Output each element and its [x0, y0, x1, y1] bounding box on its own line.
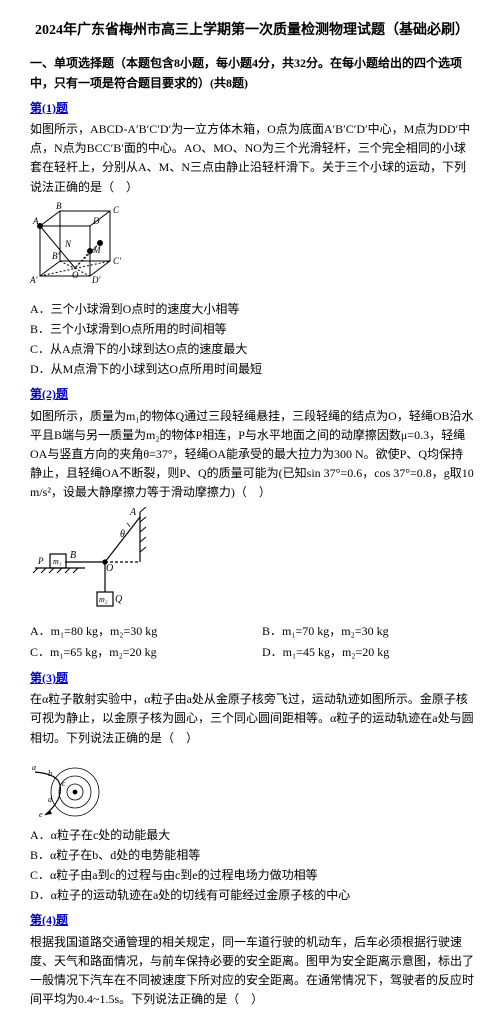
q3-options: A．α粒子在c处的动能最大 B．α粒子在b、d处的电势能相等 C．α粒子由a到c… [30, 826, 474, 906]
svg-text:C': C' [113, 256, 122, 266]
svg-text:m₁: m₁ [53, 557, 62, 566]
q3-optD: D．α粒子的运动轨迹在a处的切线有可能经过金原子核的中心 [30, 886, 474, 905]
svg-text:D: D [92, 216, 100, 226]
q1-optC: C．从A点滑下的小球到达O点的速度最大 [30, 340, 474, 359]
svg-text:c: c [62, 779, 66, 788]
svg-text:O: O [106, 563, 113, 574]
q1-text: 如图所示，ABCD-A′B′C′D′为一立方体木箱，O点为底面A′B′C′D′中… [30, 120, 474, 197]
q2-optD: D．m₁=45 kg，m₂=20 kg [262, 643, 474, 662]
svg-text:m₂: m₂ [99, 595, 108, 604]
q1-optD: D．从M点滑下的小球到达O点所用时间最短 [30, 360, 474, 379]
q3-optC: C．α粒子由a到c的过程与由c到e的过程电场力做功相等 [30, 866, 474, 885]
q2-optA: A．m₁=80 kg，m₂=30 kg [30, 622, 242, 641]
svg-text:B': B' [52, 251, 60, 261]
q2-num: 第(2)题 [30, 385, 474, 404]
q1-optB: B．三个小球滑到O点所用的时间相等 [30, 320, 474, 339]
q4-num: 第(4)题 [30, 911, 474, 930]
q1-options: A．三个小球滑到O点时的速度大小相等 B．三个小球滑到O点所用的时间相等 C．从… [30, 300, 474, 380]
svg-text:A': A' [30, 275, 38, 285]
section-header: 一、单项选择题（本题包含8小题，每小题4分，共32分。在每小题给出的四个选项中，… [30, 54, 474, 92]
q2-figure: A θ B O P m₁ m₂ Q [30, 507, 474, 617]
svg-text:b: b [48, 769, 52, 778]
q1-num: 第(1)题 [30, 99, 474, 118]
svg-text:P: P [37, 556, 44, 566]
svg-text:Q: Q [115, 594, 123, 605]
q3-text: 在α粒子散射实验中，α粒子由a处从金原子核旁飞过，运动轨迹如图所示。金原子核可视… [30, 690, 474, 748]
svg-text:B: B [70, 550, 76, 561]
svg-text:A: A [32, 216, 39, 226]
q3-num: 第(3)题 [30, 669, 474, 688]
q1-figure: A D B C A' D' B' C' M N O [30, 201, 474, 296]
svg-text:A: A [129, 507, 137, 518]
q2-optB: B．m₁=70 kg，m₂=30 kg [262, 622, 474, 641]
q1-optA: A．三个小球滑到O点时的速度大小相等 [30, 300, 474, 319]
q2-text: 如图所示，质量为m₁的物体Q通过三段轻绳悬挂，三段轻绳的结点为O，轻绳OB沿水平… [30, 407, 474, 503]
svg-text:O: O [72, 270, 79, 280]
svg-text:D': D' [91, 275, 101, 285]
svg-text:M: M [92, 245, 101, 255]
svg-text:e: e [39, 810, 43, 819]
svg-text:a: a [32, 763, 36, 772]
page-title: 2024年广东省梅州市高三上学期第一次质量检测物理试题（基础必刷） [30, 20, 474, 42]
q3-figure: a b c d e [30, 752, 474, 822]
q3-optB: B．α粒子在b、d处的电势能相等 [30, 846, 474, 865]
svg-text:N: N [64, 239, 72, 249]
svg-text:B: B [56, 201, 62, 211]
q2-optC: C．m₁=65 kg，m₂=20 kg [30, 643, 242, 662]
q4-text: 根据我国道路交通管理的相关规定，同一车道行驶的机动车，后车必须根据行驶速度、天气… [30, 933, 474, 1010]
svg-text:θ: θ [120, 529, 125, 540]
q3-optA: A．α粒子在c处的动能最大 [30, 826, 474, 845]
svg-text:C: C [113, 205, 120, 215]
q2-options: A．m₁=80 kg，m₂=30 kg B．m₁=70 kg，m₂=30 kg … [30, 621, 474, 663]
